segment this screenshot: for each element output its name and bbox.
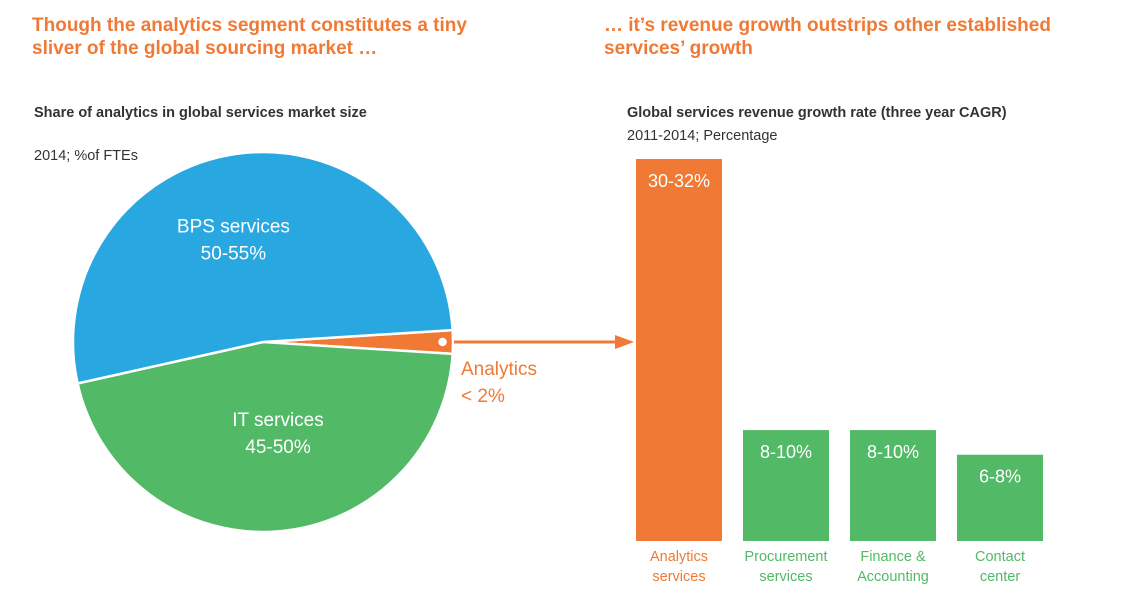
bar-analytics-services <box>636 159 722 541</box>
pie-value-analytics: < 2% <box>461 386 505 407</box>
bar-category-label-analytics-services: Analytics services <box>650 549 708 585</box>
left-headline: Though the analytics segment constitutes… <box>32 15 467 59</box>
pie-label-it-services: IT services <box>232 410 324 431</box>
pie-chart: BPS services 50-55% IT services 45-50% Analy… <box>71 150 537 534</box>
pie-value-bps-services: 50-55% <box>201 244 267 265</box>
pie-label-analytics: Analytics <box>461 359 537 380</box>
bar-data-label-procurement-services: 8-10% <box>760 442 812 462</box>
bar-data-label-contact-center: 6-8% <box>979 467 1021 487</box>
pie-slice-bps-services <box>71 150 454 385</box>
bar-procurement-services <box>743 430 829 541</box>
pie-chart-title: Share of analytics in global services ma… <box>34 105 367 121</box>
bar-category-label-finance-accounting: Finance & Accounting <box>857 549 929 585</box>
bar-category-label-contact-center: Contact center <box>975 549 1025 585</box>
bar-contact-center <box>957 454 1043 541</box>
right-headline: … it’s revenue growth outstrips other es… <box>604 15 1051 59</box>
connector-dot <box>438 337 447 347</box>
connector-arrowhead <box>615 335 634 349</box>
bar-category-label-procurement-services: Procurement services <box>744 549 827 585</box>
pie-label-bps-services: BPS services <box>177 217 290 238</box>
bar-chart-subtitle: 2011-2014; Percentage <box>627 128 778 144</box>
bar-chart: 30-32% Analytics services 8-10% Procurement s… <box>636 159 1043 585</box>
pie-chart-subtitle: 2014; %of FTEs <box>34 148 138 164</box>
bar-data-label-finance-accounting: 8-10% <box>867 442 919 462</box>
bar-finance-accounting <box>850 430 936 541</box>
bar-data-label-analytics-services: 30-32% <box>648 171 710 191</box>
pie-value-it-services: 45-50% <box>245 437 311 458</box>
pie-slice-it-services <box>76 340 454 534</box>
bar-chart-title: Global services revenue growth rate (thr… <box>627 105 1007 121</box>
analytics-connector-arrow <box>438 335 634 349</box>
